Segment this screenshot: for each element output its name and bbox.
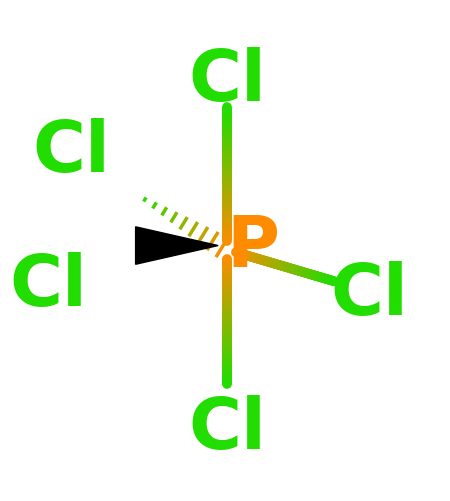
Text: Cl: Cl bbox=[10, 252, 88, 321]
Text: P: P bbox=[226, 212, 279, 282]
Text: Cl: Cl bbox=[188, 394, 266, 463]
Text: Cl: Cl bbox=[188, 47, 266, 116]
Text: Cl: Cl bbox=[331, 261, 409, 330]
Polygon shape bbox=[135, 227, 218, 265]
Text: Cl: Cl bbox=[32, 118, 110, 187]
